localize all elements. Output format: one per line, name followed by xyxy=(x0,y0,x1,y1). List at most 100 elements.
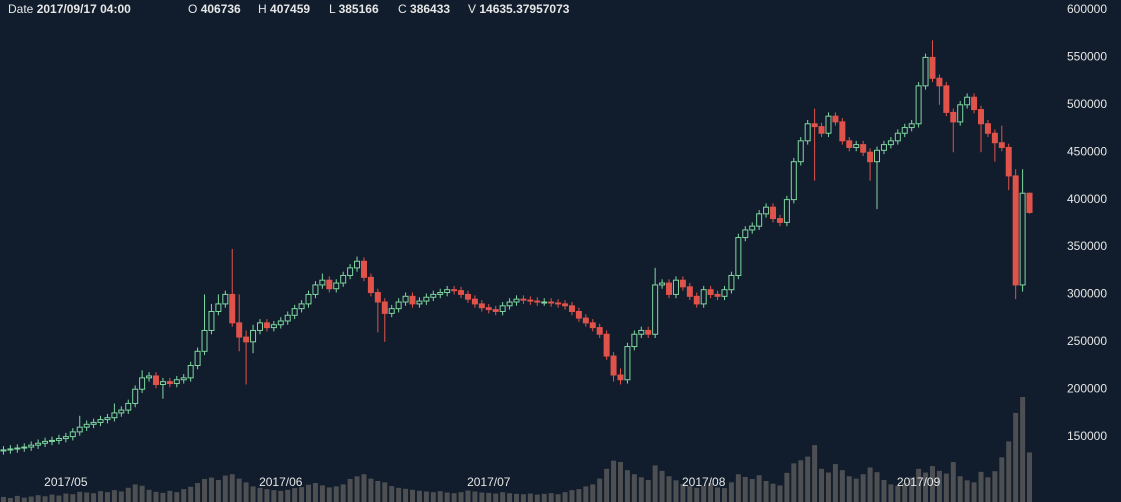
volume-bar xyxy=(839,470,845,502)
volume-bar xyxy=(666,476,672,502)
volume-bar xyxy=(777,485,783,502)
volume-bar xyxy=(652,465,658,502)
candle-body xyxy=(513,298,520,303)
candle-body xyxy=(430,293,437,298)
volume-bar xyxy=(91,493,97,502)
volume-bar xyxy=(299,487,305,502)
volume-bar xyxy=(964,480,970,502)
candle-body xyxy=(201,329,208,352)
volume-bar xyxy=(49,494,55,502)
volume-bar xyxy=(403,488,409,502)
volume-bar xyxy=(576,489,582,502)
volume-bar xyxy=(846,476,852,502)
volume-bar xyxy=(243,482,249,502)
volume-bar xyxy=(423,491,429,502)
candle-body xyxy=(319,279,326,286)
value: 386433 xyxy=(410,2,450,16)
volume-bar xyxy=(312,483,318,502)
volume-bar xyxy=(597,478,603,502)
candle-body xyxy=(118,409,125,414)
candle-body xyxy=(333,282,340,290)
volume-bar xyxy=(118,491,124,502)
volume-bar xyxy=(396,487,402,502)
volume-bar xyxy=(444,492,450,502)
volume-bar xyxy=(936,470,942,502)
candle-body xyxy=(360,260,367,278)
volume-bar xyxy=(527,493,533,502)
volume-bar xyxy=(985,477,991,502)
candle-body xyxy=(402,295,409,303)
candle-body xyxy=(354,260,361,269)
volume-bar xyxy=(340,484,346,502)
candle-body xyxy=(908,123,915,129)
candle-body xyxy=(894,132,901,142)
value: 14635.37957073 xyxy=(479,2,569,16)
candle-body xyxy=(437,292,444,295)
volume-bar xyxy=(264,489,270,502)
volume-bar xyxy=(701,485,707,502)
volume-bar xyxy=(285,489,291,502)
volume-bar xyxy=(514,493,519,502)
volume-bar xyxy=(916,468,922,502)
volume-bar xyxy=(222,475,228,502)
volume-layer xyxy=(0,397,1033,502)
candle-body xyxy=(804,123,811,142)
x-tick-label: 2017/07 xyxy=(467,475,511,489)
volume-bar xyxy=(562,492,568,502)
candle-body xyxy=(901,127,908,134)
candle-body xyxy=(423,296,430,302)
candle-body xyxy=(763,206,770,215)
candle-body xyxy=(839,121,846,142)
candle-body xyxy=(381,301,388,314)
candle-body xyxy=(464,293,471,300)
volume-bar xyxy=(631,474,637,502)
candle-body xyxy=(520,298,527,301)
y-tick-label: 350000 xyxy=(1067,239,1107,253)
candle-body xyxy=(340,274,347,284)
volume-bar xyxy=(472,491,478,502)
open-info: O 406736 xyxy=(188,2,241,16)
volume-bar xyxy=(167,490,173,502)
volume-bar xyxy=(84,492,90,502)
volume-bar xyxy=(583,486,589,502)
candle-body xyxy=(277,320,284,326)
volume-bar xyxy=(215,479,221,502)
volume-bar xyxy=(950,462,956,502)
label: H xyxy=(258,2,267,16)
y-tick-label: 600000 xyxy=(1067,2,1107,16)
candle-body xyxy=(69,431,76,438)
volume-bar xyxy=(708,483,714,502)
volume-bar xyxy=(257,487,263,502)
volume-bar xyxy=(784,472,790,502)
volume-bar xyxy=(909,477,915,502)
candle-body xyxy=(194,350,201,367)
candle-body xyxy=(499,305,506,312)
candle-body xyxy=(187,365,194,379)
candle-body xyxy=(874,149,881,163)
y-tick-label: 200000 xyxy=(1067,381,1107,395)
candle-body xyxy=(624,346,631,381)
candle-body xyxy=(146,375,153,379)
volume-bar xyxy=(132,484,138,502)
candle-body xyxy=(998,142,1005,148)
volume-bar xyxy=(347,478,353,502)
candle-body xyxy=(42,440,49,444)
volume-bar xyxy=(361,474,367,502)
volume-bar xyxy=(715,487,721,502)
candle-body xyxy=(735,237,742,276)
volume-bar xyxy=(853,478,859,502)
volume-bar xyxy=(957,476,963,502)
x-tick-label: 2017/09 xyxy=(897,475,941,489)
value: 407459 xyxy=(270,2,310,16)
volume-bar xyxy=(978,471,984,502)
volume-bar xyxy=(770,483,776,502)
candle-body xyxy=(714,293,721,297)
candle-body xyxy=(666,282,673,295)
candle-body xyxy=(943,85,950,113)
volume-bar xyxy=(687,486,693,502)
candle-body xyxy=(250,329,257,343)
volume-bar xyxy=(125,487,131,502)
volume-bar xyxy=(271,490,277,502)
volume-bar xyxy=(319,485,325,502)
candle-body xyxy=(700,289,707,305)
